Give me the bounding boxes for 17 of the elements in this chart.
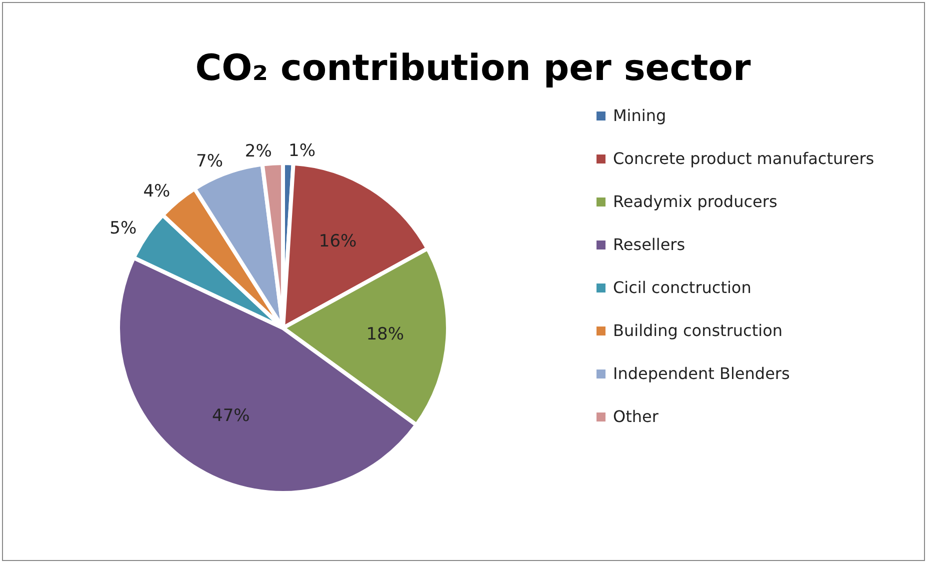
data-label: 2%	[244, 141, 272, 162]
data-label: 18%	[366, 324, 404, 344]
legend-label: Cicil conctruction	[613, 278, 752, 297]
legend-label: Independent Blenders	[613, 364, 790, 383]
data-label: 16%	[318, 232, 357, 252]
data-label: 1%	[288, 141, 316, 162]
data-label: 47%	[212, 406, 250, 426]
legend-label: Resellers	[613, 235, 686, 254]
legend-label: Readymix producers	[613, 192, 778, 211]
legend-label: Mining	[613, 106, 666, 125]
data-label: 4%	[143, 182, 170, 202]
legend-label: Other	[613, 407, 659, 426]
data-label: 5%	[110, 218, 137, 239]
legend-label: Concrete product manufacturers	[613, 149, 874, 168]
legend-label: Building construction	[613, 321, 782, 340]
chart-title: CO₂ contribution per sector	[195, 48, 751, 89]
data-label: 7%	[196, 151, 224, 172]
